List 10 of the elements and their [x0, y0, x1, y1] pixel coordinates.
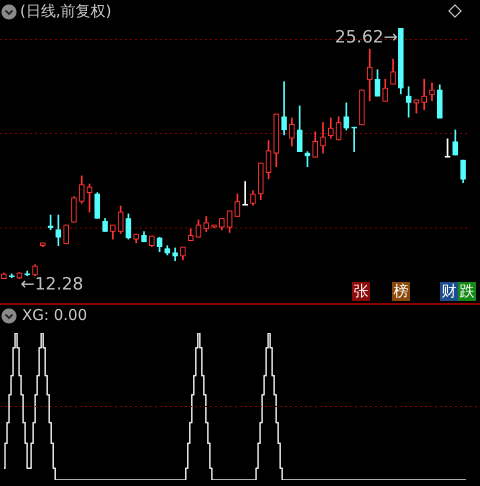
text: 财 — [440, 282, 458, 301]
candlestick — [304, 151, 310, 167]
text: 榜 — [392, 282, 410, 301]
text: 张 — [352, 282, 370, 301]
chart-title: (日线,前复权) — [20, 2, 112, 21]
annotation: 25.62→ — [334, 27, 398, 48]
text: 跌 — [458, 282, 476, 301]
chart-title: XG: 0.00 — [22, 306, 88, 324]
annotation: ←12.28 — [20, 274, 84, 294]
candlestick — [86, 184, 92, 212]
